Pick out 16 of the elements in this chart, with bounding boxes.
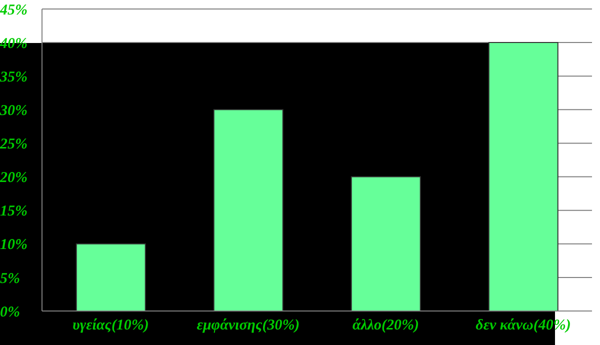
bar — [76, 243, 146, 311]
x-tick-label: εμφάνισης(30%) — [196, 318, 300, 334]
x-tick-label: υγείας(10%) — [72, 318, 149, 334]
y-tick-label: 35% — [0, 69, 28, 86]
y-tick-label: 25% — [0, 136, 28, 153]
y-tick-label: 5% — [0, 270, 20, 287]
y-tick-label: 10% — [0, 237, 28, 254]
y-tick-label: 45% — [0, 2, 28, 18]
x-tick-label: άλλο(20%) — [352, 318, 420, 334]
bar — [350, 176, 421, 311]
y-tick-label: 15% — [0, 204, 28, 220]
bar — [488, 42, 558, 311]
y-tick-label: 0% — [0, 304, 20, 320]
y-tick-label: 20% — [0, 170, 28, 186]
bar — [213, 109, 284, 311]
y-tick-label: 30% — [0, 102, 28, 119]
